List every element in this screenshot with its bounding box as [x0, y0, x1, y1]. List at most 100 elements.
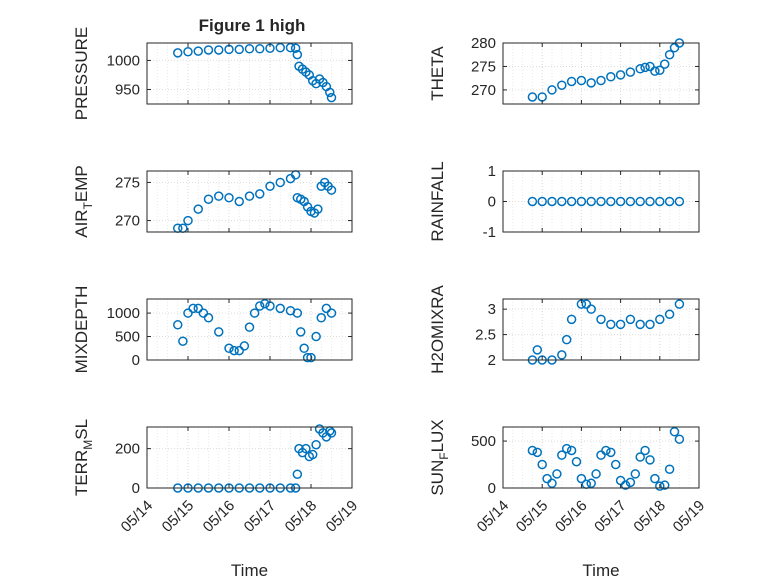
subplot-sun_flux: 0 500 05/14 05/15 05/16 05/17 05/18 05/19 SUNFLU… [428, 419, 708, 580]
data-point [669, 42, 680, 53]
data-point [596, 196, 606, 207]
data-point [586, 478, 596, 489]
x-tick-label: 05/18 [282, 497, 321, 536]
subplot-pressure: 950 1000 PRESSURE [72, 27, 353, 121]
y-axis-label: MIXDEPTH [72, 286, 91, 374]
data-point [193, 46, 203, 56]
y-axis-label: AIRTEMP [72, 165, 95, 238]
x-tick-label: 05/16 [552, 497, 591, 536]
data-point [537, 459, 547, 470]
data-point [655, 196, 665, 207]
data-point [326, 92, 337, 103]
subplot-rainfall: -1 0 1 RAINFALL [428, 161, 700, 242]
data-point [260, 298, 270, 309]
data-point [557, 196, 567, 207]
data-point [234, 345, 244, 356]
data-point [655, 314, 665, 325]
data-point [615, 319, 626, 330]
data-point [645, 455, 655, 465]
data-point [183, 215, 193, 226]
data-point [566, 76, 577, 87]
data-point [655, 481, 665, 491]
x-tick-label: 05/17 [241, 497, 280, 536]
data-point [224, 343, 234, 354]
data-point [244, 191, 255, 201]
data-point [542, 473, 552, 484]
data-point [610, 459, 621, 470]
data-point [635, 196, 645, 207]
y-axis-label: SUNFLUX [428, 419, 451, 495]
axes-frame [502, 298, 700, 361]
x-tick-label: 05/14 [474, 497, 513, 536]
x-axis-label: Time [582, 561, 619, 580]
data-point [659, 59, 670, 69]
y-axis-label: H2OMIXRA [428, 284, 447, 373]
subplot-theta: 270 275 280 THETA [428, 35, 700, 105]
data-point [645, 196, 655, 207]
data-point [214, 327, 224, 337]
y-tick-label: 275 [471, 58, 496, 75]
data-point [561, 443, 572, 454]
data-point [664, 309, 675, 319]
x-tick-label: 05/18 [630, 497, 669, 536]
data-point [224, 192, 234, 203]
data-point [557, 450, 567, 460]
data-point [239, 341, 250, 351]
data-point [292, 49, 303, 60]
data-point [527, 92, 538, 102]
y-tick-label: 1000 [107, 52, 140, 69]
data-point [203, 45, 214, 55]
data-point [249, 308, 260, 318]
data-point [625, 477, 636, 488]
data-point [576, 75, 587, 86]
y-tick-label: 200 [115, 441, 140, 458]
data-point [532, 447, 543, 458]
y-tick-label: 3 [488, 301, 496, 318]
axes-frame [146, 170, 353, 233]
data-point [183, 308, 193, 318]
data-point [311, 331, 321, 342]
data-point [173, 48, 183, 58]
subplot-h2omixra: 2 2.5 3 H2OMIXRA [428, 284, 700, 374]
data-point [620, 480, 631, 490]
data-point [203, 313, 214, 323]
data-point [561, 334, 572, 345]
data-point [674, 299, 685, 309]
data-point [316, 313, 326, 323]
y-tick-label: 1 [488, 163, 496, 180]
x-tick-label: 05/14 [118, 497, 157, 536]
subplot-mixdepth: 0 500 1000 MIXDEPTH [72, 286, 353, 374]
data-point [635, 319, 645, 330]
data-point [557, 80, 567, 90]
x-tick-label: 05/19 [323, 497, 362, 536]
data-point [674, 434, 685, 444]
data-point [275, 177, 285, 188]
data-point [255, 44, 265, 54]
data-point [193, 303, 203, 314]
data-point [244, 44, 255, 54]
y-axis-label: RAINFALL [428, 161, 447, 241]
data-point [669, 426, 680, 437]
data-point [645, 61, 655, 72]
data-point [664, 464, 675, 474]
data-point [606, 447, 616, 458]
data-point [601, 445, 611, 456]
data-point [615, 196, 626, 207]
data-point [326, 428, 337, 438]
data-point [659, 480, 670, 490]
data-point [193, 204, 203, 214]
data-point [625, 314, 636, 325]
data-point [640, 445, 650, 456]
data-point [275, 303, 285, 314]
y-axis-label: PRESSURE [72, 27, 91, 121]
data-point [285, 42, 296, 53]
y-axis-label: THETA [428, 46, 447, 101]
y-tick-label: 1000 [107, 305, 140, 322]
y-tick-label: 2 [488, 352, 496, 369]
axes-frame [146, 42, 353, 105]
data-point [203, 194, 214, 204]
data-point [290, 43, 301, 53]
data-point [552, 469, 562, 479]
y-tick-label: 275 [115, 174, 140, 191]
